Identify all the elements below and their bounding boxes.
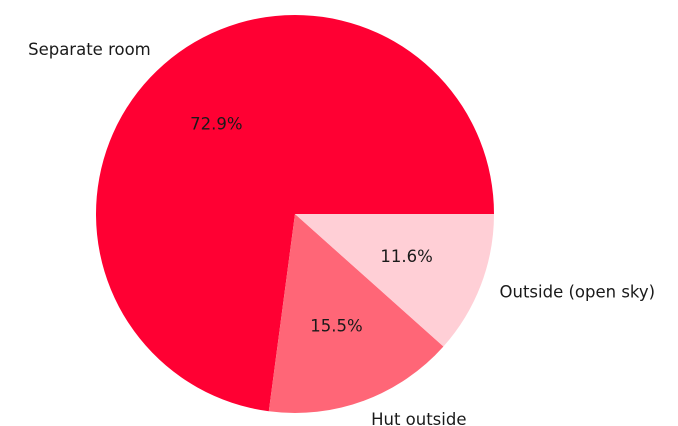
pie-value-label-hut-outside: 15.5% — [310, 316, 362, 335]
pie-slices — [96, 14, 494, 413]
pie-category-label-hut-outside: Hut outside — [371, 410, 466, 426]
pie-category-label-separate-room: Separate room — [28, 40, 151, 59]
pie-slice-hut-outside — [268, 214, 444, 413]
pie-slice-separate-room — [96, 14, 494, 412]
pie-labels: 72.9% Separate room 15.5% Hut outside 11.6% O… — [28, 40, 655, 426]
pie-value-label-outside-open-sky: 11.6% — [380, 247, 432, 266]
pie-value-label-separate-room: 72.9% — [190, 115, 242, 134]
pie-category-label-outside-open-sky: Outside (open sky) — [500, 283, 656, 302]
pie-slice-outside-open-sky — [295, 214, 494, 347]
